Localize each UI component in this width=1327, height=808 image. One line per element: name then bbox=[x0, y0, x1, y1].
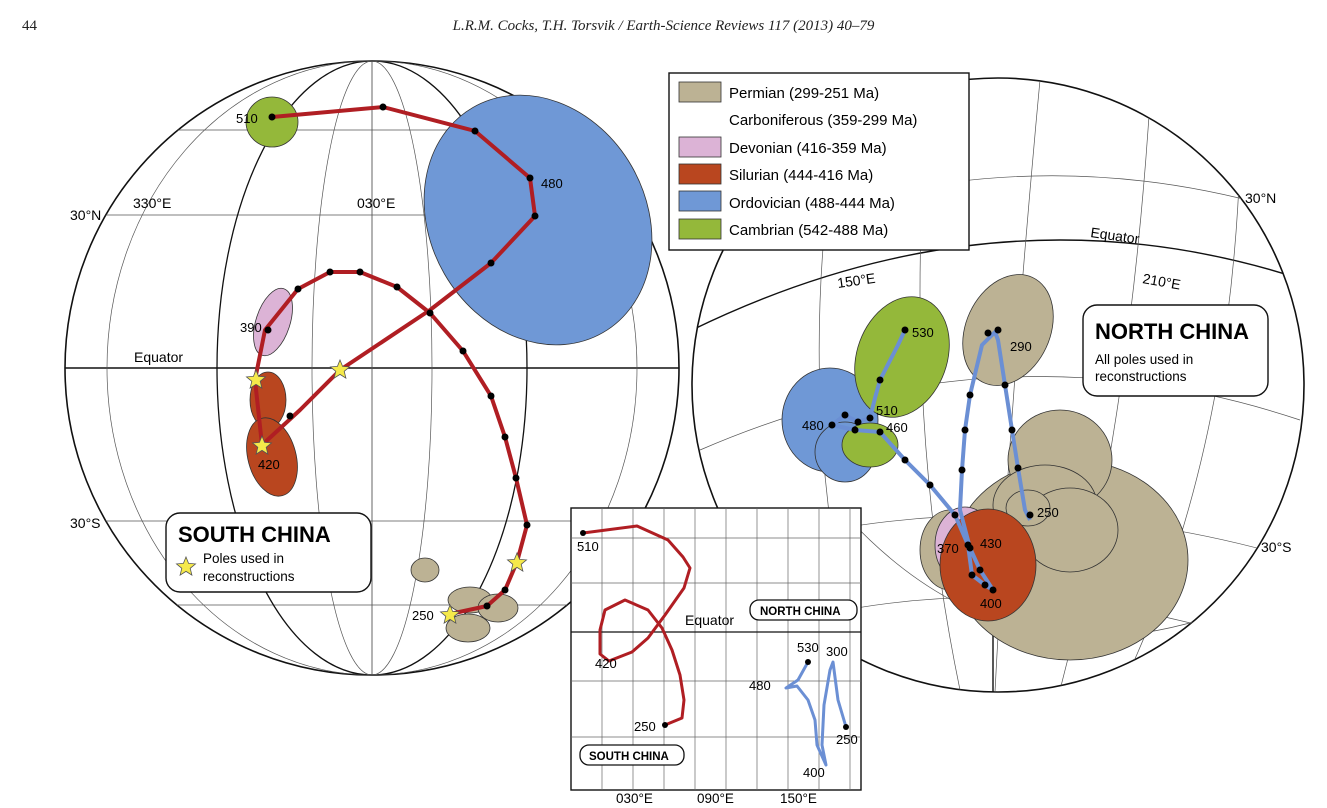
age-label-510: 510 bbox=[236, 111, 258, 126]
south-note-line2: reconstructions bbox=[203, 569, 295, 584]
legend: Permian (299-251 Ma) Carboniferous (359-… bbox=[668, 72, 970, 251]
age-label-390: 390 bbox=[240, 320, 262, 335]
north-equator-label: Equator bbox=[1090, 224, 1141, 247]
age-label-530: 530 bbox=[912, 325, 934, 340]
inset-south-label: SOUTH CHINA bbox=[589, 751, 669, 763]
inset-grid bbox=[571, 508, 861, 790]
legend-swatch-silurian bbox=[678, 163, 722, 185]
south-note-line1: Poles used in bbox=[203, 551, 284, 566]
legend-label-ordovician: Ordovician (488-444 Ma) bbox=[729, 195, 895, 212]
ordovician-oval bbox=[423, 94, 653, 346]
south-equator-label: Equator bbox=[134, 349, 183, 365]
inset-north-label: NORTH CHINA bbox=[760, 606, 841, 618]
star-icon bbox=[175, 555, 197, 576]
legend-label-silurian: Silurian (444-416 Ma) bbox=[729, 167, 873, 184]
age-label-480: 480 bbox=[802, 418, 824, 433]
south-path-points bbox=[264, 103, 539, 610]
star-icon bbox=[439, 603, 461, 624]
south-lon-030e: 030°E bbox=[357, 195, 395, 211]
legend-swatch-permian bbox=[678, 81, 722, 103]
inset-age-300: 300 bbox=[826, 644, 848, 659]
age-label-480: 480 bbox=[541, 176, 563, 191]
south-lat-30s: 30°S bbox=[70, 515, 101, 531]
south-title-box bbox=[165, 512, 372, 593]
legend-label-cambrian: Cambrian (542-488 Ma) bbox=[729, 222, 888, 239]
legend-swatch-devonian bbox=[678, 136, 722, 158]
inset-map: 510 420 250 530 300 480 250 400 Equator … bbox=[570, 507, 862, 806]
south-title: SOUTH CHINA bbox=[178, 522, 331, 547]
north-lat-30s: 30°S bbox=[1261, 539, 1292, 555]
inset-x-tick: 150°E bbox=[780, 791, 817, 806]
reconstruction-stars bbox=[245, 358, 528, 624]
star-icon bbox=[251, 434, 273, 455]
north-lon-210e: 210°E bbox=[1141, 270, 1181, 292]
age-label-430: 430 bbox=[980, 536, 1002, 551]
star-icon bbox=[506, 551, 528, 572]
south-graticule bbox=[65, 61, 679, 675]
permian-oval bbox=[1005, 489, 1051, 527]
north-note-line1: All poles used in bbox=[1095, 352, 1193, 367]
legend-label-permian: Permian (299-251 Ma) bbox=[729, 85, 879, 102]
north-title: NORTH CHINA bbox=[1095, 319, 1249, 344]
permian-oval bbox=[962, 274, 1054, 386]
south-china-globe: 30°N 330°E 030°E Equator 30°S 510 480 39… bbox=[64, 60, 680, 676]
north-note-line2: reconstructions bbox=[1095, 369, 1187, 384]
journal-citation: L.R.M. Cocks, T.H. Torsvik / Earth-Scien… bbox=[452, 18, 875, 34]
age-label-460: 460 bbox=[886, 420, 908, 435]
age-label-420: 420 bbox=[258, 457, 280, 472]
inset-age-530: 530 bbox=[797, 640, 819, 655]
age-label-510: 510 bbox=[876, 403, 898, 418]
inset-frame bbox=[570, 507, 862, 791]
inset-x-tick: 090°E bbox=[697, 791, 734, 806]
north-lat-30n: 30°N bbox=[1245, 190, 1276, 206]
legend-swatch-cambrian bbox=[678, 218, 722, 240]
cambrian-oval bbox=[245, 96, 299, 148]
north-pole-ovals bbox=[781, 274, 1189, 661]
north-equator-line bbox=[692, 239, 1304, 331]
permian-oval bbox=[445, 613, 491, 643]
inset-age-250b: 250 bbox=[836, 732, 858, 747]
inset-south-path bbox=[582, 524, 692, 727]
inset-south-label-box bbox=[579, 744, 685, 766]
age-label-290: 290 bbox=[1010, 339, 1032, 354]
inset-x-tick: 030°E bbox=[616, 791, 653, 806]
inset-age-420: 420 bbox=[595, 656, 617, 671]
inset-equator-label: Equator bbox=[685, 612, 734, 628]
north-path-points bbox=[828, 326, 1034, 594]
age-label-370: 370 bbox=[937, 541, 959, 556]
inset-age-510: 510 bbox=[577, 539, 599, 554]
inset-age-400: 400 bbox=[803, 765, 825, 780]
inset-age-250: 250 bbox=[634, 719, 656, 734]
legend-label-carboniferous: Carboniferous (359-299 Ma) bbox=[729, 112, 917, 129]
inset-north-label-box bbox=[749, 599, 858, 621]
south-lat-30n: 30°N bbox=[70, 207, 101, 223]
legend-swatch-ordovician bbox=[678, 190, 722, 212]
permian-oval bbox=[410, 557, 440, 583]
page-number: 44 bbox=[22, 18, 37, 34]
age-label-400: 400 bbox=[980, 596, 1002, 611]
legend-label-devonian: Devonian (416-359 Ma) bbox=[729, 140, 887, 157]
inset-north-path bbox=[784, 660, 848, 767]
south-apwp-path bbox=[253, 105, 537, 616]
north-title-box bbox=[1082, 304, 1269, 397]
south-lon-330e: 330°E bbox=[133, 195, 171, 211]
age-label-250: 250 bbox=[412, 608, 434, 623]
age-label-250: 250 bbox=[1037, 505, 1059, 520]
north-lon-150e: 150°E bbox=[836, 270, 876, 291]
star-icon bbox=[329, 358, 351, 379]
inset-age-480: 480 bbox=[749, 678, 771, 693]
star-icon bbox=[245, 368, 267, 389]
